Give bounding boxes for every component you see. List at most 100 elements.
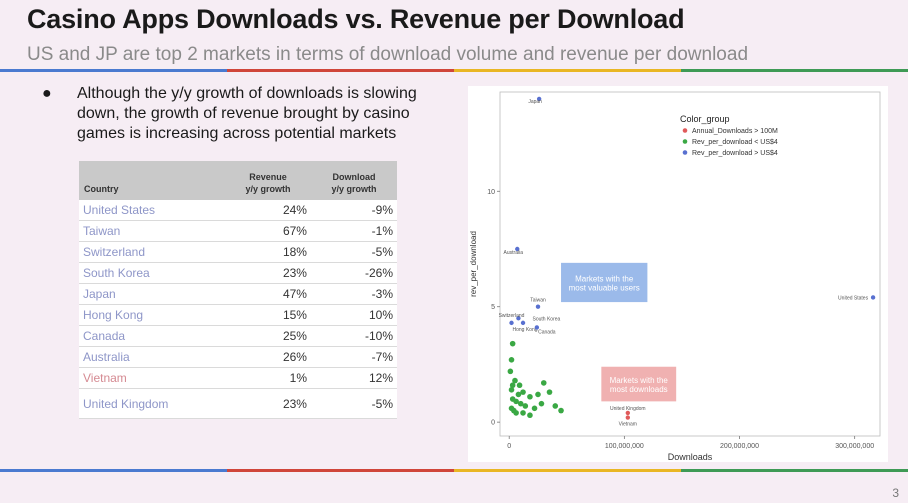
data-point (515, 246, 520, 252)
table-row: United Kingdom 23% -5% (79, 388, 397, 419)
table-row: Canada 25% -10% (79, 325, 397, 347)
table-header-row: Country Revenue y/y growth Download y/y … (79, 161, 397, 200)
x-tick-label: 0 (507, 443, 511, 450)
revenue-growth-cell: 25% (224, 325, 311, 347)
download-header-line1: Download (332, 172, 376, 182)
country-header: Country (79, 161, 225, 200)
download-growth-cell: -9% (310, 200, 397, 221)
download-growth-cell: 12% (310, 367, 397, 389)
y-tick-label: 5 (491, 304, 495, 311)
x-axis-label: Downloads (668, 452, 713, 462)
scatter-chart: 0 100,000,000 200,000,000 300,000,000 0 5 10 Do… (469, 91, 881, 462)
annotation-box (561, 262, 648, 303)
table-row: Japan 47% -3% (79, 283, 397, 305)
data-point (513, 398, 519, 405)
country-cell: Japan (79, 283, 225, 305)
country-cell: Australia (79, 346, 225, 368)
country-cell: United States (79, 200, 225, 221)
download-growth-cell: -7% (310, 346, 397, 368)
page-number: 3 (892, 486, 899, 500)
download-growth-cell: -10% (310, 325, 397, 347)
country-cell: Taiwan (79, 220, 225, 242)
data-point (515, 391, 522, 398)
revenue-growth-cell: 26% (224, 346, 311, 368)
point-label: Hong Kong (513, 327, 538, 333)
data-point (509, 320, 514, 326)
x-tick-label: 300,000,000 (835, 443, 874, 450)
point-label: Japan (528, 99, 542, 105)
data-point (508, 357, 515, 363)
legend-swatch (682, 150, 688, 155)
revenue-growth-cell: 18% (224, 241, 311, 263)
country-cell: Switzerland (79, 241, 225, 263)
y-tick-label: 10 (487, 189, 495, 196)
scatter-chart-panel: 0 100,000,000 200,000,000 300,000,000 0 5 10 Do… (468, 86, 888, 462)
data-point (527, 393, 533, 400)
annotation-text: Markets with the (575, 274, 634, 283)
revenue-growth-cell: 24% (224, 200, 311, 221)
data-point (507, 368, 514, 375)
annotation-box (601, 366, 677, 402)
revenue-growth-cell: 23% (224, 262, 311, 284)
point-label: Taiwan (530, 298, 546, 304)
annotation-text: most valuable users (569, 283, 640, 292)
table-row: Vietnam 1% 12% (79, 367, 397, 389)
y-tick-label: 0 (491, 420, 495, 427)
legend-swatch (682, 128, 688, 133)
data-point (508, 405, 515, 412)
revenue-growth-cell: 47% (224, 283, 311, 305)
plot-frame (499, 91, 881, 437)
table-row: South Korea 23% -26% (79, 262, 397, 284)
data-point (534, 325, 540, 330)
country-cell: South Korea (79, 262, 225, 284)
point-label: United Kingdom (610, 406, 646, 412)
download-growth-cell: -5% (310, 241, 397, 263)
data-point (625, 410, 631, 416)
data-point (509, 382, 516, 389)
data-point (552, 403, 559, 409)
data-point (522, 403, 529, 409)
data-point (535, 304, 541, 309)
revenue-growth-header: Revenue y/y growth (224, 161, 311, 200)
data-point (520, 389, 526, 395)
data-point (536, 96, 542, 102)
point-label: United States (838, 295, 869, 301)
legend-title: Color_group (680, 114, 730, 124)
color-divider-bottom (0, 469, 908, 472)
data-point (870, 295, 876, 300)
data-point (546, 389, 553, 395)
legend-label: Annual_Downloads > 100M (692, 128, 778, 135)
point-label: Australia (504, 250, 524, 256)
data-point (558, 407, 564, 414)
bullet-dot-icon: ● (42, 85, 52, 102)
country-cell: United Kingdom (79, 388, 225, 419)
slide-title: Casino Apps Downloads vs. Revenue per Do… (27, 4, 685, 34)
data-point (516, 382, 523, 389)
country-cell: Hong Kong (79, 304, 225, 326)
x-tick-label: 100,000,000 (605, 443, 644, 450)
bullet-text: Although the y/y growth of downloads is … (77, 85, 417, 142)
data-point (517, 400, 524, 407)
country-cell: Vietnam (79, 367, 225, 389)
download-growth-cell: -5% (310, 388, 397, 419)
point-label: Canada (538, 329, 556, 335)
download-growth-cell: -26% (310, 262, 397, 284)
color-divider-top (0, 69, 908, 72)
data-point (527, 412, 533, 419)
bullet-point: ● Although the y/y growth of downloads i… (42, 84, 462, 144)
data-point (509, 340, 516, 347)
point-label: Vietnam (619, 422, 637, 428)
data-point (538, 400, 545, 407)
legend-label: Rev_per_download > US$4 (692, 150, 778, 157)
revenue-header-line2: y/y growth (245, 184, 291, 194)
data-point (625, 415, 631, 420)
download-growth-cell: -3% (310, 283, 397, 305)
annotation-text: Markets with the (610, 376, 669, 385)
country-cell: Canada (79, 325, 225, 347)
table-row: Australia 26% -7% (79, 346, 397, 368)
table-row: Hong Kong 15% 10% (79, 304, 397, 326)
data-point (540, 380, 547, 386)
download-header-line2: y/y growth (331, 184, 377, 194)
download-growth-header: Download y/y growth (310, 161, 397, 200)
data-point (520, 320, 526, 326)
